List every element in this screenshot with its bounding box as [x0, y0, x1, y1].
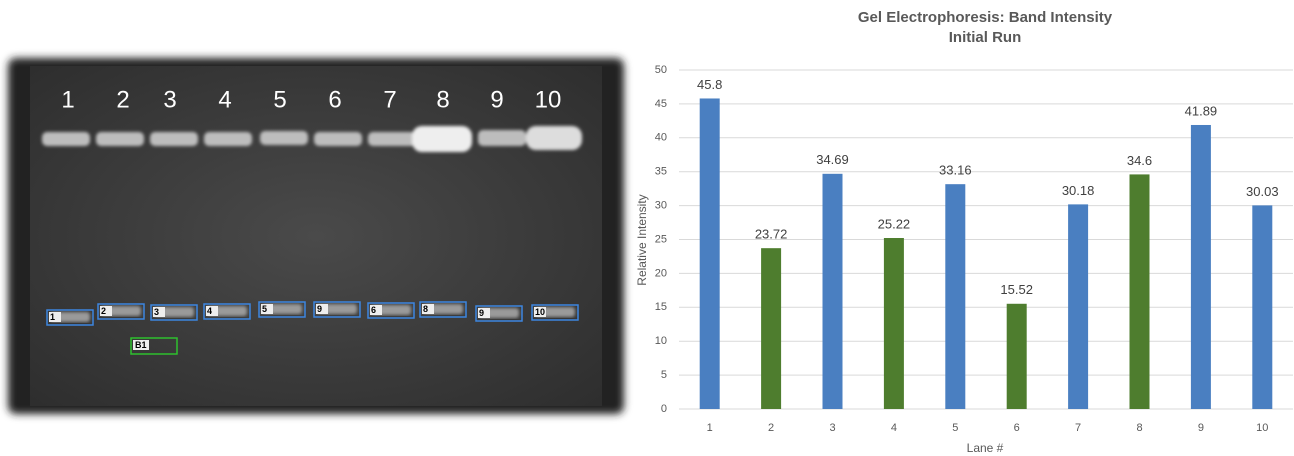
value-label: 30.18	[1062, 183, 1095, 198]
x-tick-label: 6	[1014, 422, 1020, 434]
band-label-bg	[534, 307, 546, 317]
band-label-bg	[370, 305, 382, 315]
y-tick-label: 0	[661, 403, 667, 415]
x-tick-label: 2	[768, 422, 774, 434]
band-label: 1	[50, 312, 55, 322]
lane-label: 3	[163, 86, 176, 113]
y-tick-label: 5	[661, 369, 667, 381]
bar	[822, 173, 843, 409]
lane-label: 2	[116, 86, 129, 113]
band-box	[258, 301, 306, 318]
bar	[1190, 124, 1211, 409]
y-tick-label: 35	[655, 166, 667, 178]
lane-label: 5	[273, 86, 286, 113]
value-label: 45.8	[697, 77, 722, 92]
band-label: 10	[535, 307, 545, 317]
band-box	[531, 304, 579, 321]
lane-label: 8	[436, 86, 449, 113]
band-label-bg	[422, 304, 434, 314]
y-tick-label: 15	[655, 301, 667, 313]
value-label: 34.6	[1127, 153, 1152, 168]
gel	[30, 66, 602, 406]
bar	[1252, 205, 1273, 409]
lane-labels: 1 2 3 4 5 6 7 8 9 10	[61, 86, 561, 113]
chart-title: Gel Electrophoresis: Band Intensity	[858, 9, 1113, 26]
bar	[883, 238, 904, 409]
lane-label: 10	[535, 86, 562, 113]
y-tick-label: 45	[655, 98, 667, 110]
band-box	[46, 309, 94, 326]
x-tick-label: 3	[829, 422, 835, 434]
bar	[699, 98, 720, 409]
band-label: 4	[207, 306, 212, 316]
band-box	[475, 305, 523, 322]
band-label-bg	[153, 307, 165, 317]
bar	[1006, 303, 1027, 409]
bar	[945, 184, 966, 409]
band-box	[367, 302, 415, 319]
wells	[42, 126, 582, 152]
y-tick-label: 20	[655, 267, 667, 279]
lane-label: 1	[61, 86, 74, 113]
blank-label-bg	[133, 340, 149, 350]
chart-subtitle: Initial Run	[949, 29, 1022, 46]
band-boxes: 1 2 3 4 5 9 6 8 9 10	[46, 301, 579, 326]
blank-box	[130, 337, 178, 355]
band-box	[150, 304, 198, 321]
y-tick-label: 10	[655, 335, 667, 347]
band-box	[203, 303, 251, 320]
band-label-bg	[206, 306, 218, 316]
band-box	[97, 303, 145, 320]
x-tick-label: 4	[891, 422, 897, 434]
band-box	[313, 301, 361, 318]
value-label: 41.89	[1185, 103, 1218, 118]
x-tick-label: 9	[1198, 422, 1204, 434]
y-axis-label: Relative Intensity	[635, 194, 649, 285]
value-label: 15.52	[1000, 282, 1033, 297]
bar	[761, 248, 782, 409]
band-label-bg	[478, 308, 490, 318]
value-label: 34.69	[816, 152, 849, 167]
value-label: 33.16	[939, 163, 972, 178]
band-label-bg	[49, 312, 61, 322]
band-box	[419, 301, 467, 318]
value-label: 30.03	[1246, 184, 1279, 199]
lane-label: 9	[490, 86, 503, 113]
band-label: 5	[262, 304, 267, 314]
band-label: 2	[101, 306, 106, 316]
band-label: 6	[371, 305, 376, 315]
band-label-bg	[261, 304, 273, 314]
bar	[1068, 204, 1089, 409]
x-tick-label: 8	[1136, 422, 1142, 434]
value-label: 25.22	[878, 216, 911, 231]
y-tick-label: 30	[655, 200, 667, 212]
x-tick-label: 5	[952, 422, 958, 434]
band-label: 3	[154, 307, 159, 317]
value-label: 23.72	[755, 227, 788, 242]
band-label-bg	[316, 304, 328, 314]
x-tick-label: 10	[1256, 422, 1268, 434]
x-tick-label: 1	[707, 422, 713, 434]
y-tick-label: 25	[655, 233, 667, 245]
x-tick-label: 7	[1075, 422, 1081, 434]
bar	[1129, 174, 1150, 409]
band-label-bg	[100, 306, 112, 316]
band-label: 9	[479, 308, 484, 318]
lane-label: 4	[218, 86, 231, 113]
y-tick-label: 50	[655, 64, 667, 76]
x-axis-label: Lane #	[967, 441, 1004, 455]
lane-label: 7	[383, 86, 396, 113]
lane-label: 6	[328, 86, 341, 113]
y-tick-label: 40	[655, 132, 667, 144]
band-label: 9	[317, 304, 322, 314]
band-label: 8	[423, 304, 428, 314]
blank-label: B1	[135, 340, 147, 350]
gel-image: 1 2 3 4 5 6 7 8 9 10 1 2 3 4 5 9 6 8 9 10 B1	[8, 58, 624, 414]
